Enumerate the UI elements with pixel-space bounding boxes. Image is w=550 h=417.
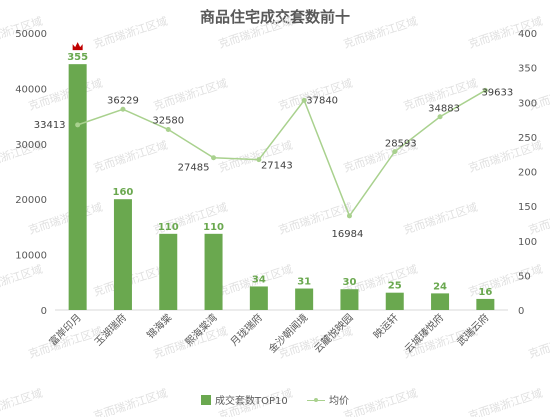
bar bbox=[204, 233, 223, 310]
crown-icon bbox=[72, 42, 83, 51]
line-point bbox=[75, 122, 81, 128]
line-point bbox=[120, 106, 126, 112]
legend-item-line: 均价 bbox=[306, 392, 349, 407]
watermark-text: 克而瑞浙江区域 bbox=[0, 262, 44, 299]
line-point bbox=[256, 157, 262, 163]
bar-value-label: 110 bbox=[203, 222, 224, 233]
chart-title: 商品住宅成交套数前十 bbox=[199, 8, 350, 26]
watermark-text: 克而瑞浙江区域 bbox=[92, 14, 170, 51]
left-tick-label: 40000 bbox=[15, 84, 47, 95]
bar-value-label: 355 bbox=[67, 52, 88, 63]
bar-value-label: 25 bbox=[388, 281, 402, 292]
line-series bbox=[77, 89, 486, 218]
watermark-text: 克而瑞浙江区域 bbox=[152, 76, 230, 113]
bar bbox=[249, 286, 268, 310]
bar bbox=[68, 64, 87, 310]
legend-swatch-line bbox=[306, 395, 325, 405]
line-value-label: 33413 bbox=[34, 120, 66, 131]
left-tick-label: 10000 bbox=[15, 251, 47, 262]
bar bbox=[159, 233, 178, 310]
x-tick-label: 映运轩 bbox=[370, 311, 400, 341]
watermark-text: 克而瑞浙江区域 bbox=[92, 138, 170, 175]
line-point bbox=[211, 155, 217, 161]
right-tick-label: 100 bbox=[518, 237, 537, 248]
legend-label-bar: 成交套数TOP10 bbox=[215, 396, 288, 407]
line-value-label: 16984 bbox=[332, 229, 364, 240]
left-tick-label: 30000 bbox=[15, 140, 47, 151]
watermark-text: 克而瑞浙江区域 bbox=[402, 200, 480, 237]
line-value-label: 34883 bbox=[428, 104, 460, 115]
bar bbox=[476, 298, 495, 310]
line-value-label: 27485 bbox=[178, 163, 210, 174]
watermark-text: 克而瑞浙江区域 bbox=[342, 14, 420, 51]
right-tick-label: 50 bbox=[518, 271, 531, 282]
right-tick-label: 250 bbox=[518, 133, 537, 144]
line-point bbox=[165, 127, 171, 133]
legend-item-bar: 成交套数TOP10 bbox=[201, 392, 288, 407]
line-point bbox=[437, 114, 443, 120]
watermark-text: 克而瑞浙江区域 bbox=[277, 76, 355, 113]
bar-value-label: 160 bbox=[113, 187, 134, 198]
line-value-label: 27143 bbox=[261, 161, 293, 172]
bar bbox=[295, 288, 314, 310]
right-tick-label: 0 bbox=[518, 306, 524, 317]
bar-value-label: 24 bbox=[433, 281, 447, 292]
legend-label-line: 均价 bbox=[328, 396, 349, 407]
left-tick-label: 20000 bbox=[15, 195, 47, 206]
bar-value-label: 16 bbox=[478, 287, 492, 298]
right-tick-label: 350 bbox=[518, 64, 537, 75]
x-tick-label: 月珑瑞府 bbox=[227, 311, 264, 348]
bar-value-label: 31 bbox=[297, 277, 311, 288]
line-point bbox=[482, 87, 488, 93]
line-value-label: 39633 bbox=[481, 87, 513, 98]
x-tick-label: 锦海棠 bbox=[144, 311, 174, 341]
line-value-label: 32580 bbox=[152, 116, 184, 127]
bar bbox=[340, 289, 359, 310]
line-point bbox=[346, 213, 352, 219]
line-value-label: 37840 bbox=[306, 95, 338, 106]
bar-value-label: 30 bbox=[342, 277, 356, 288]
left-tick-label: 0 bbox=[41, 306, 47, 317]
legend: 成交套数TOP10 均价 bbox=[0, 392, 550, 408]
bar bbox=[431, 293, 450, 310]
bar-value-label: 34 bbox=[252, 274, 266, 285]
watermark-text: 克而瑞浙江区域 bbox=[217, 14, 295, 51]
right-tick-label: 300 bbox=[518, 98, 537, 109]
legend-swatch-bar bbox=[201, 394, 212, 405]
bar-value-label: 110 bbox=[158, 222, 179, 233]
right-tick-label: 400 bbox=[518, 29, 537, 40]
right-tick-label: 150 bbox=[518, 202, 537, 213]
line-value-label: 28593 bbox=[385, 139, 417, 150]
line-value-label: 36229 bbox=[107, 95, 139, 106]
bar bbox=[113, 199, 132, 310]
bar bbox=[385, 292, 404, 310]
line-point bbox=[301, 97, 307, 103]
watermark-text: 克而瑞浙江区域 bbox=[527, 324, 550, 361]
left-tick-label: 50000 bbox=[15, 29, 47, 40]
right-tick-label: 200 bbox=[518, 168, 537, 179]
line-point bbox=[392, 149, 398, 155]
